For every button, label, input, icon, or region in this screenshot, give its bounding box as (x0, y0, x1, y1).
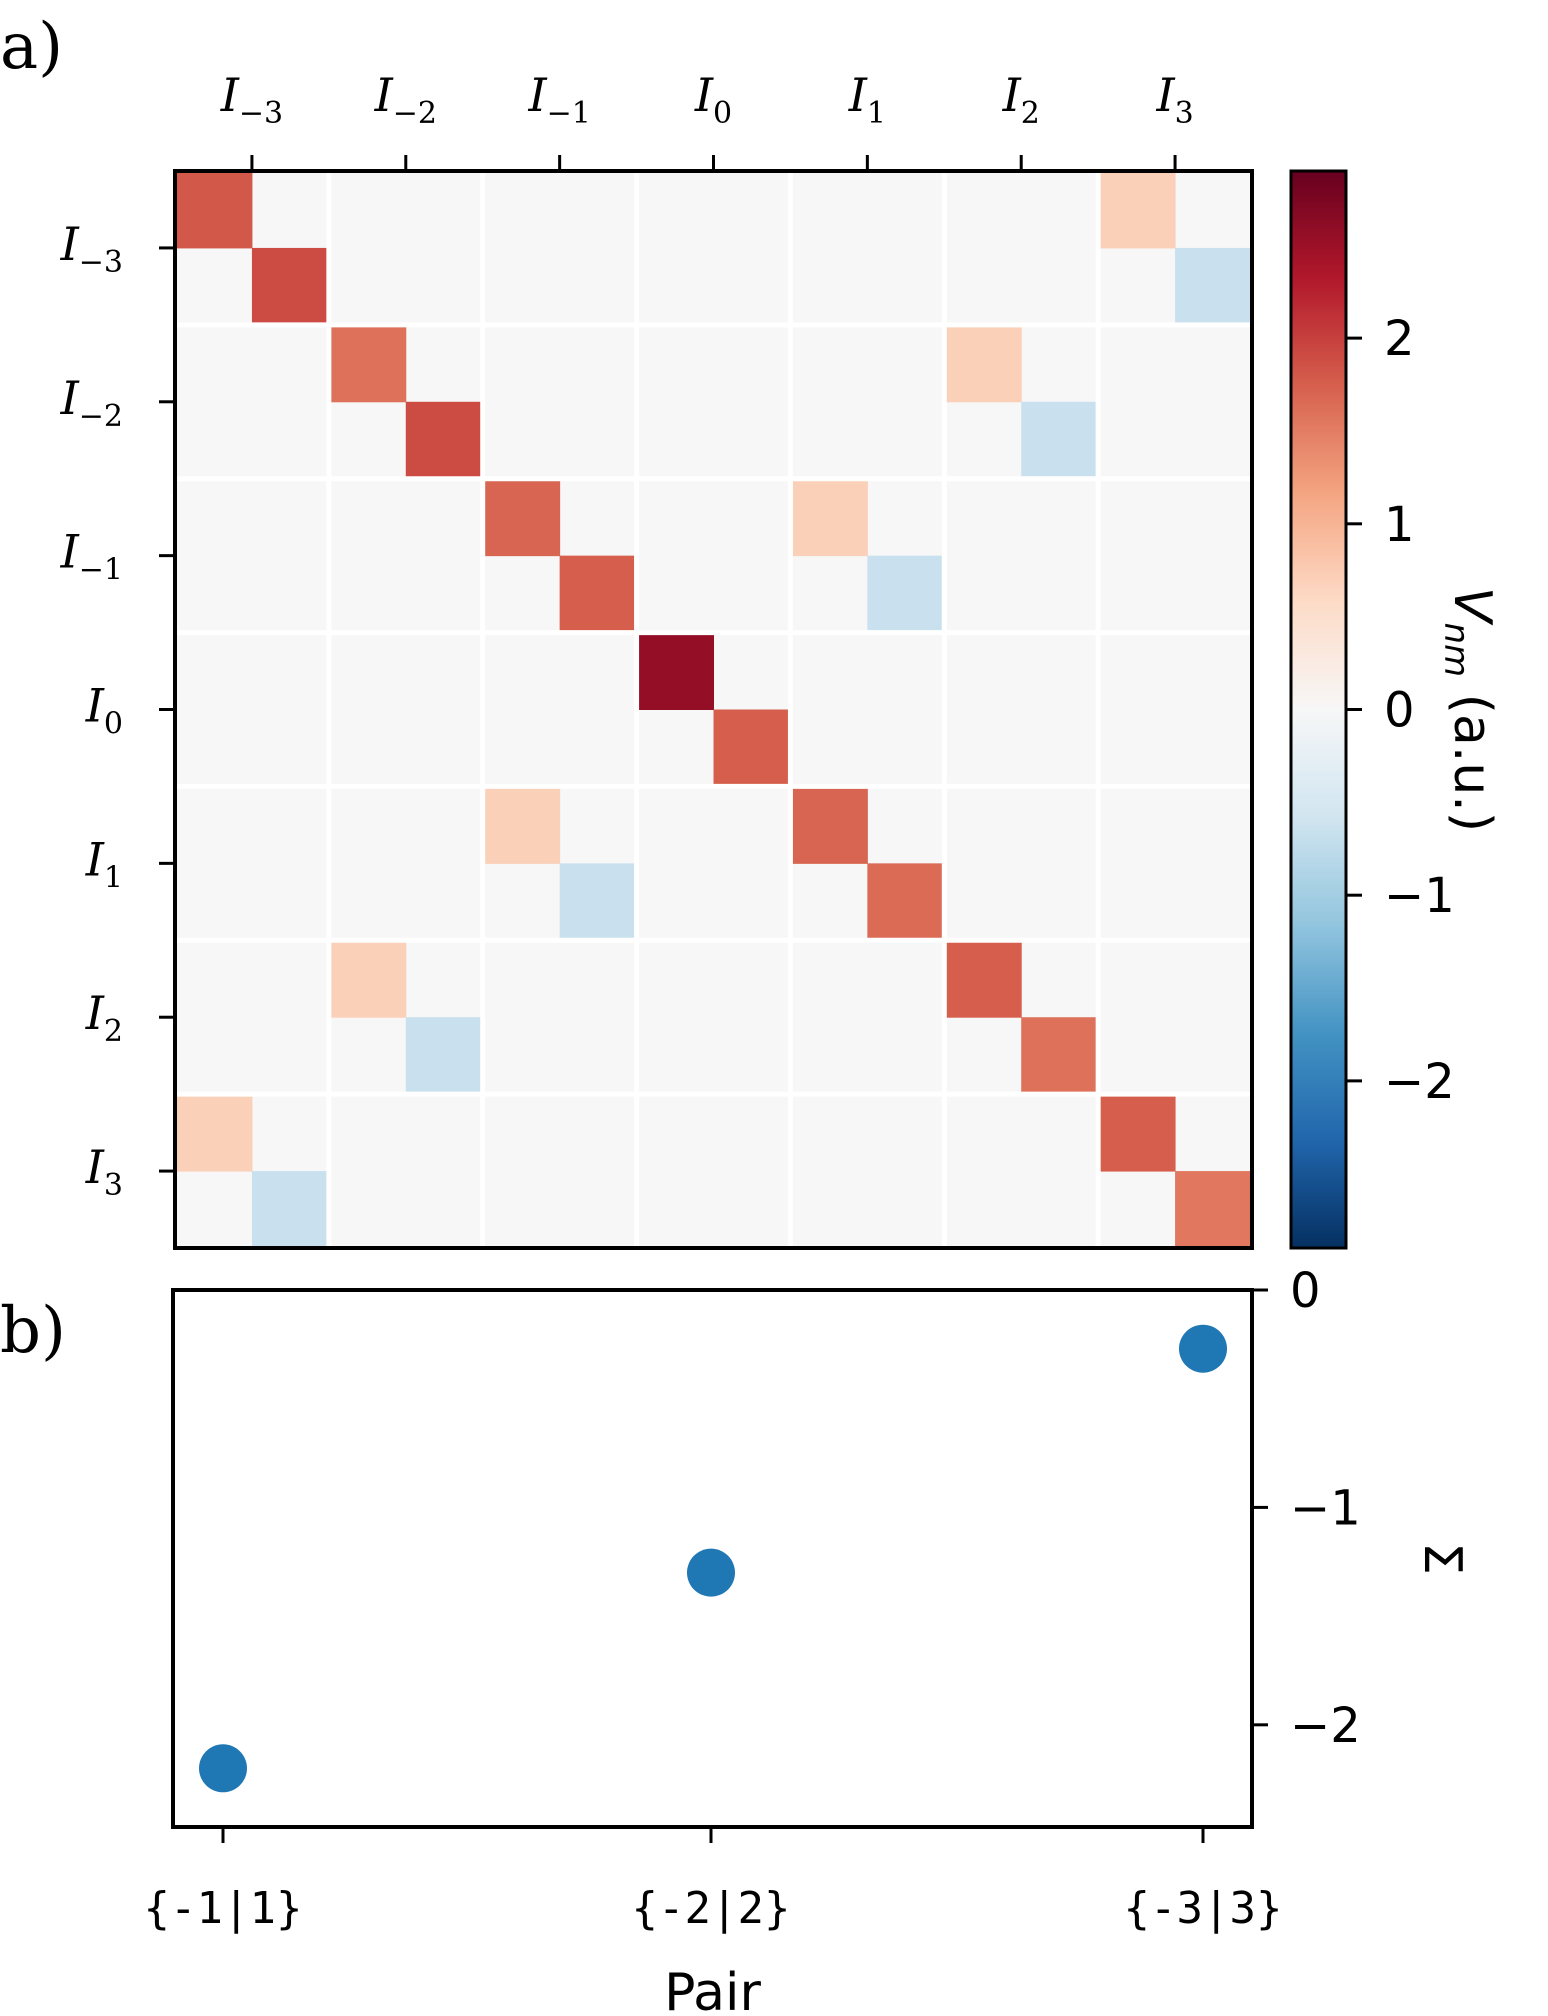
heatmap-cell (482, 478, 561, 557)
heatmap-cell (251, 1171, 330, 1249)
x-tick-label: {-3|3} (1124, 1883, 1283, 1934)
colorbar-tick-label: 0 (1384, 683, 1415, 739)
y-tick-label: −1 (1290, 1480, 1361, 1536)
heatmap-cell (944, 940, 1022, 1018)
heatmap-cell (482, 786, 561, 864)
heatmap-cell (405, 401, 484, 480)
heatmap-cell (405, 1017, 484, 1095)
heatmap-cell (944, 324, 1022, 403)
left-tick-label: I3 (85, 1140, 123, 1203)
top-tick-label: I−3 (220, 68, 283, 131)
left-tick-label: I−1 (60, 525, 123, 588)
colorbar-tick-label: 1 (1384, 497, 1415, 553)
data-point (687, 1548, 735, 1597)
top-tick-label: I−2 (374, 68, 437, 131)
heatmap-cell (867, 555, 945, 634)
heatmap-cell (713, 709, 791, 787)
left-tick-label: I0 (85, 679, 123, 742)
heatmap-cell (867, 863, 945, 941)
x-tick-label: {-1|1} (144, 1883, 303, 1934)
top-tick-label: I0 (694, 68, 732, 131)
heatmap-cell (790, 478, 868, 557)
top-tick-label: I2 (1002, 68, 1040, 131)
left-tick-label: I−3 (60, 217, 123, 280)
colorbar-label: Vnm (a.u.) (1436, 587, 1502, 832)
data-point (199, 1744, 247, 1793)
y-tick-label: −2 (1290, 1698, 1361, 1754)
heatmap-cell (1175, 247, 1253, 326)
colorbar-tick-label: −1 (1384, 868, 1455, 924)
colorbar-tick-label: 2 (1384, 311, 1415, 367)
heatmap-panel: I−3 I−3 I−2 I−2 I−1 I−1 I0 I0 I1 I1 I2 I2 I3 I3 (60, 68, 1254, 1250)
heatmap-cell (1021, 401, 1099, 480)
x-tick-label: {-2|2} (632, 1883, 791, 1934)
x-axis-label: Pair (664, 1963, 761, 2016)
heatmap-cell (790, 786, 868, 864)
colorbar-tick-label: −2 (1384, 1054, 1455, 1110)
heatmap-cell (1021, 1017, 1099, 1095)
scatter-panel: 0 −1 −2 {-1|1} {-2|2} {-3|3} Pair Σ (144, 1263, 1472, 2016)
heatmap-cell (1098, 171, 1176, 249)
heatmap-cell (328, 940, 407, 1018)
heatmap-cell (1098, 1094, 1176, 1172)
colorbar: 2 1 0 −1 −2 Vnm (a.u.) (1289, 169, 1502, 1250)
left-tick-label: I−2 (60, 371, 123, 434)
heatmap-cell (175, 1094, 253, 1172)
y-tick-label: 0 (1290, 1263, 1321, 1319)
panel-a-label: a) (0, 10, 63, 84)
heatmap-cell (636, 632, 714, 710)
left-tick-label: I1 (85, 832, 123, 895)
top-tick-label: I3 (1155, 68, 1193, 131)
heatmap-cell (328, 324, 407, 403)
top-tick-label: I1 (848, 68, 886, 131)
data-point (1179, 1324, 1227, 1373)
y-axis-label: Σ (1412, 1542, 1472, 1575)
colorbar-gradient (1289, 169, 1348, 1250)
left-tick-label: I2 (85, 986, 123, 1049)
top-tick-label: I−1 (527, 68, 590, 131)
panel-b-label: b) (0, 1294, 66, 1368)
heatmap-cell (1175, 1171, 1253, 1249)
heatmap-cell (559, 555, 638, 634)
heatmap-cell (175, 171, 253, 249)
heatmap-cell (559, 863, 638, 941)
heatmap-cell (251, 247, 330, 326)
